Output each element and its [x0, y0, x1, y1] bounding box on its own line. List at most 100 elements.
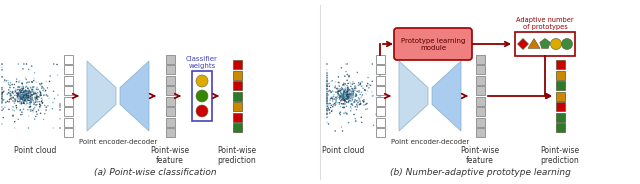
Point — [322, 93, 332, 96]
Point — [8, 100, 18, 102]
Point — [342, 95, 352, 98]
Point — [341, 92, 351, 95]
Point — [322, 109, 332, 112]
Point — [344, 96, 354, 99]
Point — [18, 91, 28, 94]
Point — [325, 102, 335, 105]
Point — [339, 93, 349, 96]
Point — [24, 99, 35, 102]
Point — [362, 107, 372, 110]
Point — [367, 95, 378, 98]
Point — [20, 95, 31, 98]
Point — [29, 103, 39, 106]
Point — [329, 102, 339, 105]
Point — [0, 109, 7, 112]
Point — [343, 93, 353, 96]
Point — [375, 77, 385, 79]
Point — [342, 79, 352, 82]
Point — [36, 87, 47, 90]
Point — [343, 101, 353, 104]
Point — [340, 93, 351, 96]
Point — [27, 88, 37, 91]
Point — [328, 103, 339, 106]
Point — [328, 99, 338, 102]
Point — [343, 89, 353, 92]
Point — [25, 96, 35, 99]
Point — [55, 108, 65, 111]
Point — [25, 92, 35, 95]
Point — [30, 103, 40, 106]
Bar — [232, 123, 241, 132]
Point — [13, 85, 24, 88]
Point — [342, 93, 353, 96]
Point — [333, 90, 344, 93]
Point — [39, 94, 49, 97]
Point — [0, 100, 7, 103]
Point — [23, 92, 33, 95]
Point — [335, 87, 346, 90]
Point — [13, 95, 23, 98]
Point — [349, 100, 360, 103]
Point — [340, 95, 350, 98]
Point — [25, 101, 35, 104]
Point — [19, 93, 29, 96]
Point — [340, 96, 351, 99]
Point — [8, 115, 18, 118]
Point — [20, 89, 31, 92]
Point — [364, 83, 374, 86]
Point — [345, 82, 355, 85]
Point — [322, 83, 332, 86]
Point — [337, 94, 347, 97]
Point — [16, 97, 26, 100]
Point — [327, 97, 337, 100]
Point — [335, 98, 345, 101]
Point — [342, 95, 352, 98]
Point — [24, 89, 34, 91]
Point — [20, 94, 31, 97]
Point — [15, 90, 25, 93]
Point — [364, 86, 374, 89]
Point — [8, 97, 18, 100]
Point — [342, 98, 353, 100]
Point — [23, 102, 33, 105]
Point — [333, 93, 344, 96]
Point — [0, 91, 7, 94]
Point — [322, 99, 332, 102]
Point — [339, 92, 349, 95]
Point — [339, 99, 349, 102]
Point — [7, 91, 17, 94]
Point — [340, 93, 351, 96]
Point — [348, 80, 358, 83]
Point — [20, 95, 30, 98]
Point — [322, 99, 332, 102]
Point — [340, 94, 350, 97]
Point — [20, 94, 31, 97]
Point — [340, 63, 351, 66]
Point — [375, 95, 385, 98]
Point — [337, 102, 347, 105]
Point — [20, 95, 30, 98]
Point — [346, 92, 356, 95]
Point — [33, 100, 43, 103]
Point — [336, 92, 346, 95]
Point — [15, 94, 26, 97]
Point — [17, 93, 28, 96]
Point — [19, 91, 29, 93]
Point — [340, 94, 350, 97]
Point — [0, 75, 7, 78]
Point — [31, 103, 42, 106]
Point — [0, 66, 7, 69]
Point — [21, 93, 31, 96]
Point — [335, 93, 345, 96]
Point — [20, 95, 30, 98]
Point — [324, 112, 335, 114]
Point — [18, 93, 28, 96]
Point — [26, 108, 36, 111]
Point — [341, 91, 351, 94]
Point — [339, 95, 349, 98]
Point — [367, 63, 378, 66]
Point — [20, 95, 31, 98]
Point — [328, 97, 339, 100]
Point — [337, 96, 348, 99]
Point — [29, 107, 39, 110]
